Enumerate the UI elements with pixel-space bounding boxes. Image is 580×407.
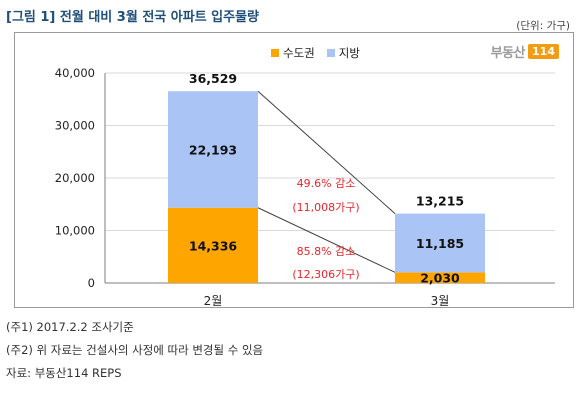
legend-swatch-local bbox=[326, 49, 335, 57]
connector-capital bbox=[257, 207, 396, 273]
brand-logo: 부동산 114 bbox=[491, 41, 559, 61]
stacked-bar-chart: 0 10,000 20,000 30,000 40,000 14,336 22,193 36,… bbox=[55, 66, 555, 307]
legend-item-local: 지방 bbox=[326, 45, 360, 61]
data-label-capital: 2,030 bbox=[420, 271, 460, 286]
logo-text: 부동산 bbox=[490, 45, 526, 61]
data-label-local: 11,185 bbox=[416, 236, 464, 251]
bar-local bbox=[395, 213, 485, 273]
y-tick-label: 20,000 bbox=[55, 171, 95, 185]
bar-capital bbox=[395, 272, 485, 283]
annotation-total-count: (11,008가구) bbox=[292, 201, 359, 214]
chart-panel: 0 10,000 20,000 30,000 40,000 14,336 22,193 36,… bbox=[14, 32, 574, 308]
data-label-total: 36,529 bbox=[189, 71, 237, 86]
annotation-capital-decrease: 85.8% 감소 bbox=[297, 245, 356, 258]
y-tick-label: 30,000 bbox=[55, 119, 95, 133]
legend-item-capital: 수도권 bbox=[271, 45, 315, 61]
footnotes: (주1) 2017.2.2 조사기준 (주2) 위 자료는 건설사의 사정에 따… bbox=[6, 316, 263, 385]
x-tick-label: 2월 bbox=[204, 294, 223, 307]
logo-number: 114 bbox=[528, 43, 559, 59]
legend: 수도권 지방 bbox=[271, 45, 372, 61]
data-label-capital: 14,336 bbox=[189, 238, 238, 253]
figure-title: [그림 1] 전월 대비 3월 전국 아파트 입주물량 bbox=[6, 10, 260, 25]
data-label-local: 22,193 bbox=[189, 142, 237, 157]
connector-total bbox=[257, 90, 396, 214]
y-tick-label: 40,000 bbox=[55, 66, 95, 80]
annotation-total-decrease: 49.6% 감소 bbox=[297, 177, 356, 190]
data-label-total: 13,215 bbox=[416, 194, 464, 209]
bar-local bbox=[168, 91, 258, 208]
annotation-capital-count: (12,306가구) bbox=[292, 268, 359, 281]
y-tick-label: 10,000 bbox=[55, 224, 95, 238]
footnote-2: (주2) 위 자료는 건설사의 사정에 따라 변경될 수 있음 bbox=[6, 343, 264, 357]
y-tick-label: 0 bbox=[88, 276, 95, 290]
unit-label: (단위: 가구) bbox=[516, 20, 570, 32]
bar-capital bbox=[168, 207, 258, 283]
footnote-1: (주1) 2017.2.2 조사기준 bbox=[6, 320, 134, 334]
footnote-3: 자료: 부동산114 REPS bbox=[6, 366, 122, 380]
legend-swatch-capital bbox=[271, 49, 279, 57]
legend-label-capital: 수도권 bbox=[283, 46, 315, 60]
x-tick-label: 3월 bbox=[431, 294, 450, 307]
legend-label-local: 지방 bbox=[338, 46, 360, 60]
